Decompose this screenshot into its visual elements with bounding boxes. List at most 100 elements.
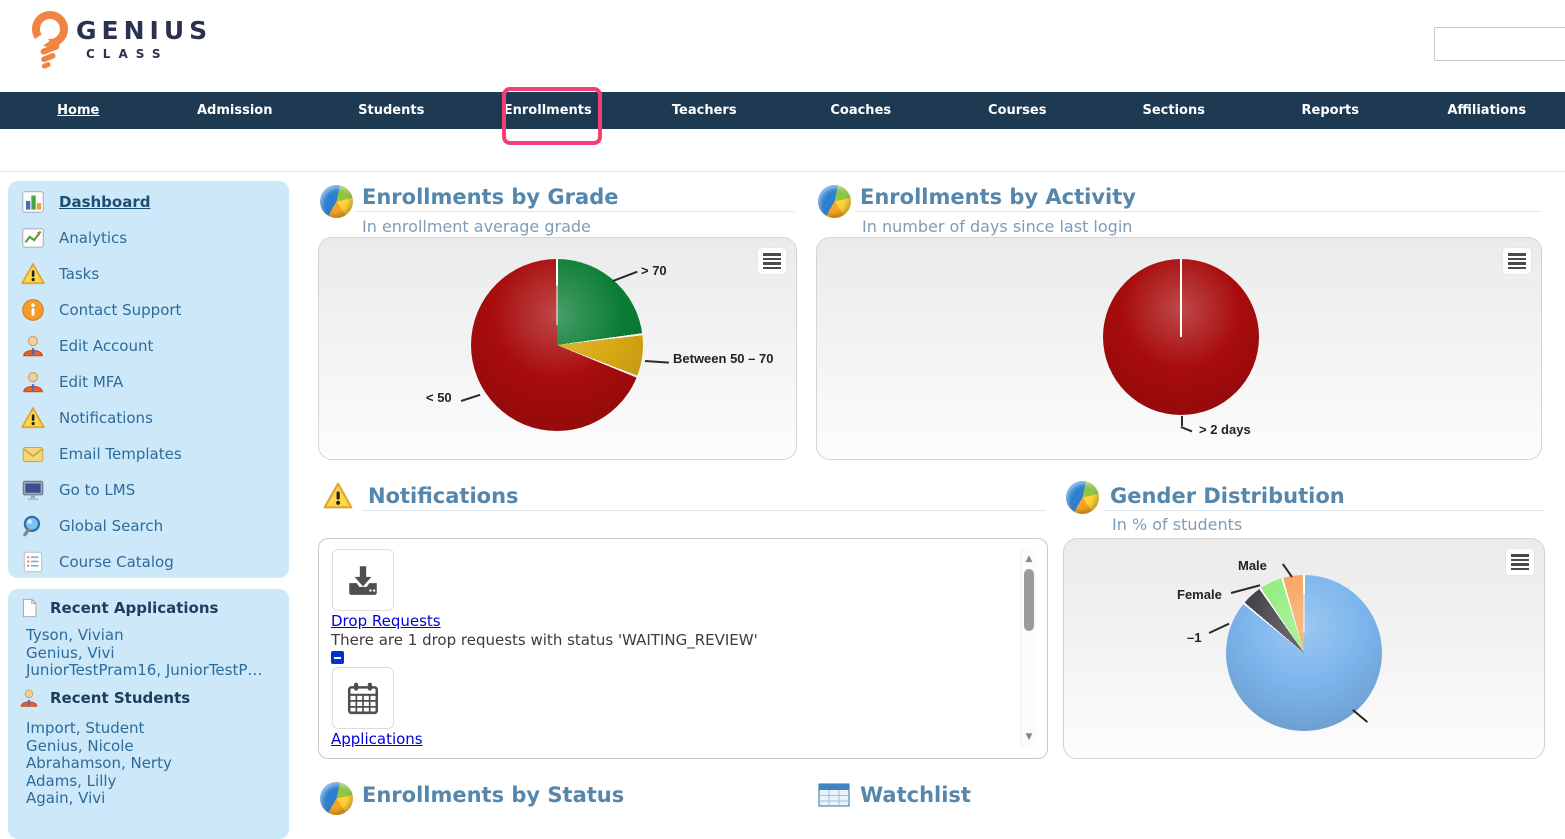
label-connector bbox=[461, 394, 480, 402]
pie-chart-icon bbox=[320, 782, 353, 815]
gender-slice-label: Male bbox=[1238, 558, 1267, 573]
notifications-section-title: Notifications bbox=[368, 484, 519, 508]
scroll-thumb[interactable] bbox=[1024, 569, 1034, 631]
label-connector bbox=[1181, 416, 1183, 426]
recent-application-item[interactable]: Tyson, Vivian bbox=[26, 627, 124, 645]
recent-students-header: Recent Students bbox=[8, 687, 289, 709]
grade-slice-label: Between 50 – 70 bbox=[673, 351, 773, 366]
activity-section-title: Enrollments by Activity bbox=[860, 185, 1136, 209]
sidebar-item-course-catalog[interactable]: Course Catalog bbox=[8, 544, 289, 580]
recent-application-item[interactable]: Genius, Vivi bbox=[26, 645, 115, 663]
sidebar-menu-panel: Dashboard Analytics Tasks Contact Suppor… bbox=[8, 181, 289, 578]
chart-context-menu-button[interactable] bbox=[758, 248, 786, 274]
recent-student-item[interactable]: Abrahamson, Nerty bbox=[26, 755, 172, 773]
brand-subtitle: CLASS bbox=[86, 47, 212, 61]
nav-item-enrollments[interactable]: Enrollments bbox=[470, 92, 627, 129]
nav-item-home[interactable]: Home bbox=[0, 92, 157, 129]
app-header: GENIUS CLASS bbox=[0, 0, 1565, 92]
notification-description: There are 1 drop requests with status 'W… bbox=[331, 631, 758, 649]
sidebar-item-label: Global Search bbox=[59, 517, 163, 535]
drop-requests-link[interactable]: Drop Requests bbox=[331, 612, 441, 630]
notifications-panel: Drop Requests There are 1 drop requests … bbox=[318, 538, 1048, 759]
recent-applications-title: Recent Applications bbox=[50, 599, 218, 617]
applications-link[interactable]: Applications bbox=[331, 730, 423, 748]
activity-chart-panel: > 2 days bbox=[816, 237, 1542, 460]
nav-item-students[interactable]: Students bbox=[313, 92, 470, 129]
chart-context-menu-button[interactable] bbox=[1503, 248, 1531, 274]
nav-item-sections[interactable]: Sections bbox=[1096, 92, 1253, 129]
nav-item-reports[interactable]: Reports bbox=[1252, 92, 1409, 129]
sidebar-item-label: Go to LMS bbox=[59, 481, 135, 499]
label-connector bbox=[613, 271, 638, 282]
grade-section-title: Enrollments by Grade bbox=[362, 185, 618, 209]
label-connector bbox=[645, 360, 669, 363]
info-icon bbox=[20, 297, 46, 323]
scroll-down-arrow[interactable]: ▼ bbox=[1021, 731, 1037, 743]
sidebar-item-analytics[interactable]: Analytics bbox=[8, 220, 289, 256]
sidebar-item-notifications[interactable]: Notifications bbox=[8, 400, 289, 436]
sidebar-item-label: Notifications bbox=[59, 409, 153, 427]
pie-chart-icon bbox=[320, 185, 353, 218]
chart-context-menu-button[interactable] bbox=[1506, 549, 1534, 575]
gender-slice-label: –1 bbox=[1187, 630, 1201, 645]
recent-applications-header: Recent Applications bbox=[8, 597, 289, 619]
sidebar-item-label: Edit MFA bbox=[59, 373, 123, 391]
recent-student-item[interactable]: Import, Student bbox=[26, 720, 144, 738]
header-search-input[interactable] bbox=[1434, 27, 1565, 61]
gender-section-subtitle: In % of students bbox=[1112, 515, 1242, 534]
nav-item-affiliations[interactable]: Affiliations bbox=[1409, 92, 1565, 129]
gender-chart-panel: Male Female –1 bbox=[1063, 538, 1545, 759]
watchlist-section-title: Watchlist bbox=[860, 783, 971, 807]
label-connector bbox=[1181, 426, 1193, 432]
nav-item-courses[interactable]: Courses bbox=[939, 92, 1096, 129]
recent-student-item[interactable]: Adams, Lilly bbox=[26, 773, 116, 791]
sidebar-item-edit-account[interactable]: Edit Account bbox=[8, 328, 289, 364]
pie-chart-icon bbox=[1066, 481, 1099, 514]
notification-item-iconbox bbox=[332, 667, 394, 729]
gender-section-title: Gender Distribution bbox=[1110, 484, 1345, 508]
sidebar-item-label: Analytics bbox=[59, 229, 127, 247]
activity-section-underline bbox=[856, 211, 1540, 212]
sidebar-item-edit-mfa[interactable]: Edit MFA bbox=[8, 364, 289, 400]
sidebar-item-label: Email Templates bbox=[59, 445, 182, 463]
document-icon bbox=[18, 597, 40, 619]
label-connector bbox=[1282, 563, 1292, 577]
gender-pie bbox=[1226, 575, 1382, 731]
warning-triangle-icon bbox=[322, 480, 354, 512]
dashboard-chart-icon bbox=[20, 189, 46, 215]
document-list-icon bbox=[20, 549, 46, 575]
nav-item-admission[interactable]: Admission bbox=[157, 92, 314, 129]
sidebar-item-contact-support[interactable]: Contact Support bbox=[8, 292, 289, 328]
activity-pie bbox=[1103, 259, 1259, 415]
sidebar-item-label: Contact Support bbox=[59, 301, 181, 319]
header-divider bbox=[0, 171, 1565, 172]
recent-student-item[interactable]: Again, Vivi bbox=[26, 790, 105, 808]
label-connector bbox=[1209, 623, 1230, 634]
notification-item-iconbox bbox=[332, 549, 394, 611]
recent-application-item[interactable]: JuniorTestPram16, JuniorTestP… bbox=[26, 662, 262, 680]
recent-student-item[interactable]: Genius, Nicole bbox=[26, 738, 134, 756]
label-connector bbox=[1353, 709, 1369, 722]
sidebar-item-email-templates[interactable]: Email Templates bbox=[8, 436, 289, 472]
activity-section-subtitle: In number of days since last login bbox=[862, 217, 1132, 236]
sidebar-item-go-to-lms[interactable]: Go to LMS bbox=[8, 472, 289, 508]
main-navbar: Home Admission Students Enrollments Teac… bbox=[0, 92, 1565, 129]
sidebar-item-global-search[interactable]: Global Search bbox=[8, 508, 289, 544]
grade-chart-panel: > 70 Between 50 – 70 < 50 bbox=[318, 237, 797, 460]
grade-slice-label: > 70 bbox=[641, 263, 667, 278]
sidebar-item-tasks[interactable]: Tasks bbox=[8, 256, 289, 292]
gender-section-underline bbox=[1104, 510, 1543, 511]
nav-item-teachers[interactable]: Teachers bbox=[626, 92, 783, 129]
download-icon bbox=[345, 562, 381, 598]
scroll-up-arrow[interactable]: ▲ bbox=[1021, 553, 1037, 565]
watchlist-table-icon bbox=[818, 783, 850, 809]
notifications-scrollbar[interactable]: ▲ ▼ bbox=[1020, 547, 1037, 749]
warning-triangle-icon bbox=[20, 261, 46, 287]
grade-section-underline bbox=[356, 211, 795, 212]
collapse-toggle-icon[interactable] bbox=[331, 651, 344, 664]
status-section-title: Enrollments by Status bbox=[362, 783, 624, 807]
nav-item-coaches[interactable]: Coaches bbox=[783, 92, 940, 129]
brand-title: GENIUS bbox=[76, 16, 212, 45]
person-icon bbox=[18, 687, 40, 709]
sidebar-item-dashboard[interactable]: Dashboard bbox=[8, 184, 289, 220]
